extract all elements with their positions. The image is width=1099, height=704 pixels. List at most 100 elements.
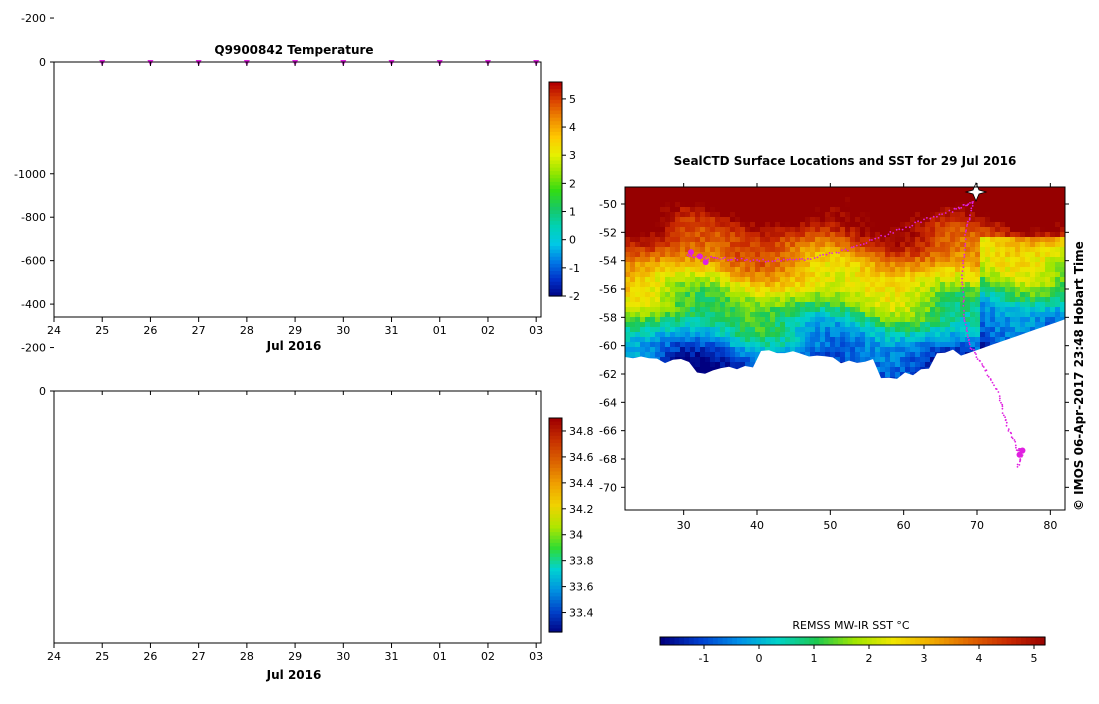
sst-pixel [795, 232, 801, 238]
sst-pixel [760, 267, 766, 273]
sst-pixel [770, 332, 776, 338]
sst-pixel [880, 282, 886, 288]
sst-pixel [705, 217, 711, 223]
sst-pixel [805, 252, 811, 258]
sst-pixel [925, 192, 931, 198]
sst-pixel [785, 267, 791, 273]
sst-pixel [860, 317, 866, 323]
sst-pixel [635, 222, 641, 228]
sst-pixel [835, 197, 841, 203]
sst-pixel [635, 187, 641, 193]
sst-pixel [760, 237, 766, 243]
sst-pixel [955, 197, 961, 203]
sst-pixel [745, 197, 751, 203]
sst-pixel [785, 342, 791, 348]
sst-pixel [940, 197, 946, 203]
sst-pixel [885, 297, 891, 303]
sst-pixel [780, 247, 786, 253]
sst-pixel [895, 197, 901, 203]
sst-pixel [840, 252, 846, 258]
sst-pixel [710, 277, 716, 283]
sst-pixel [645, 222, 651, 228]
colorbar-segment [549, 150, 562, 154]
sst-pixel [865, 302, 871, 308]
sst-pixel [720, 232, 726, 238]
sst-pixel [670, 222, 676, 228]
sst-pixel [895, 337, 901, 343]
sst-pixel [910, 292, 916, 298]
colorbar-segment [549, 82, 562, 86]
sst-pixel [1005, 277, 1011, 283]
sst-pixel [995, 277, 1001, 283]
sst-pixel [675, 257, 681, 263]
sst-pixel [885, 212, 891, 218]
sst-pixel [930, 322, 936, 328]
sst-pixel [915, 342, 921, 348]
sst-pixel [670, 337, 676, 343]
sst-pixel [835, 277, 841, 283]
sst-pixel [920, 252, 926, 258]
sst-pixel [770, 187, 776, 193]
sst-pixel [935, 302, 941, 308]
sst-pixel [640, 277, 646, 283]
sst-pixel [855, 317, 861, 323]
sst-pixel [970, 287, 976, 293]
sst-pixel [630, 322, 636, 328]
sst-pixel [760, 197, 766, 203]
sst-pixel [780, 202, 786, 208]
sst-pixel [690, 307, 696, 313]
sst-pixel [830, 237, 836, 243]
colorbar-segment [549, 200, 562, 204]
sst-pixel [950, 272, 956, 278]
sst-pixel [785, 192, 791, 198]
sst-pixel [815, 262, 821, 268]
sst-pixel [840, 192, 846, 198]
sst-pixel [755, 222, 761, 228]
sst-pixel [985, 297, 991, 303]
sst-pixel [775, 227, 781, 233]
sst-pixel [875, 242, 881, 248]
sst-pixel [750, 227, 756, 233]
sst-pixel [785, 197, 791, 203]
sst-pixel [910, 287, 916, 293]
colorbar-segment [549, 593, 562, 597]
sst-pixel [935, 307, 941, 313]
sst-pixel [730, 307, 736, 313]
sst-pixel [900, 362, 906, 368]
sst-pixel [890, 242, 896, 248]
sst-pixel [670, 207, 676, 213]
sst-pixel [705, 332, 711, 338]
sst-pixel [990, 327, 996, 333]
sst-pixel [760, 287, 766, 293]
sst-pixel [935, 187, 941, 193]
sst-pixel [865, 292, 871, 298]
sst-pixel [775, 277, 781, 283]
sst-pixel [935, 282, 941, 288]
sst-pixel [940, 347, 946, 353]
sst-pixel [655, 282, 661, 288]
sst-pixel [865, 277, 871, 283]
sst-pixel [945, 232, 951, 238]
sst-pixel [760, 322, 766, 328]
sst-pixel [630, 202, 636, 208]
sst-pixel [995, 297, 1001, 303]
sst-pixel [900, 332, 906, 338]
sst-pixel [670, 287, 676, 293]
sst-pixel [835, 297, 841, 303]
sst-pixel [925, 237, 931, 243]
sst-pixel [995, 302, 1001, 308]
sst-pixel [910, 247, 916, 253]
sst-pixel [750, 272, 756, 278]
colorbar-segment [549, 139, 562, 143]
sst-pixel [820, 327, 826, 333]
sst-pixel [935, 327, 941, 333]
sst-pixel [680, 292, 686, 298]
sst-pixel [945, 252, 951, 258]
sst-pixel [710, 187, 716, 193]
sst-pixel [750, 187, 756, 193]
sst-pixel [750, 352, 756, 358]
sst-pixel [640, 227, 646, 233]
sst-pixel [770, 212, 776, 218]
sst-pixel [940, 227, 946, 233]
sst-pixel [720, 277, 726, 283]
